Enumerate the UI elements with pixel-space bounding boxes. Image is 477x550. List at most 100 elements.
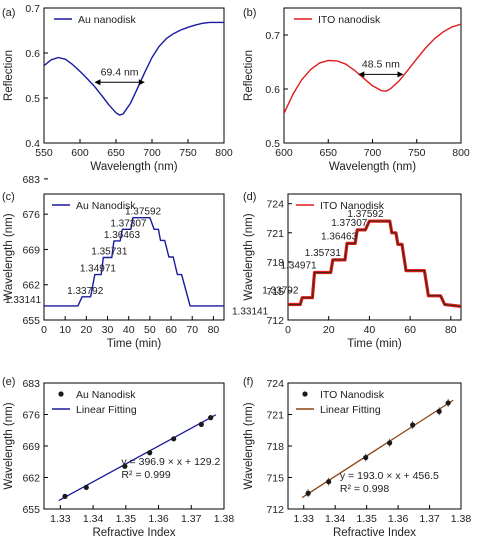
y-tick-label: 715 bbox=[266, 473, 284, 485]
y-tick-label: 715 bbox=[266, 286, 284, 298]
data-point bbox=[62, 493, 68, 499]
x-tick-label: 40 bbox=[123, 324, 135, 336]
y-tick-label: 662 bbox=[22, 473, 40, 485]
fit-r-squared: R² = 0.998 bbox=[340, 483, 389, 495]
panel-label: (f) bbox=[243, 376, 253, 388]
y-tick-label: 655 bbox=[22, 315, 40, 327]
fit-equation: y = 396.9 × x + 129.2 bbox=[121, 456, 220, 468]
plot-area bbox=[301, 398, 454, 499]
data-point bbox=[326, 479, 332, 485]
y-tick-label: 712 bbox=[266, 504, 284, 516]
y-axis-label: Wavelength (nm) bbox=[3, 402, 15, 489]
legend-label: Linear Fitting bbox=[76, 404, 137, 416]
step-label: 1.37307 bbox=[110, 218, 147, 229]
x-tick-label: 800 bbox=[452, 147, 470, 159]
y-axis-label: Wavelength (nm) bbox=[243, 402, 255, 489]
legend-label: Au nanodisk bbox=[78, 14, 137, 26]
step-label: 1.37592 bbox=[125, 207, 162, 218]
y-tick-label: 0.7 bbox=[25, 3, 40, 15]
x-axis-label: Time (min) bbox=[107, 338, 162, 350]
legend-marker bbox=[58, 391, 64, 397]
x-tick-label: 1.38 bbox=[451, 513, 472, 525]
y-axis-label: Reflection bbox=[3, 50, 15, 101]
arrow-head-right bbox=[138, 79, 145, 86]
x-tick-label: 80 bbox=[208, 324, 220, 336]
x-tick-label: 1.36 bbox=[388, 513, 409, 525]
y-tick-label: 712 bbox=[266, 315, 284, 327]
y-tick-label: 669 bbox=[22, 244, 40, 256]
data-point bbox=[387, 440, 393, 446]
plot-frame bbox=[43, 7, 225, 144]
x-tick-label: 40 bbox=[364, 324, 376, 336]
legend: Au nanodisk bbox=[54, 14, 137, 26]
panel-label: (d) bbox=[243, 191, 256, 203]
arrow-head-left bbox=[94, 79, 101, 86]
chart-panel-3: (c) 0 10 20 30 40 50 60 70 80 655 662 669 676 683 Time … bbox=[2, 174, 225, 350]
plot-area bbox=[58, 414, 217, 502]
x-axis-label: Refractive Index bbox=[92, 527, 175, 539]
data-point bbox=[363, 454, 369, 461]
legend: Au Nanodisk bbox=[52, 200, 136, 212]
chart-panel-5: (e) 1.33 1.34 1.35 1.36 1.37 1.38 655 662 669 676 6… bbox=[2, 376, 234, 539]
width-annotation: 48.5 nm bbox=[362, 58, 400, 70]
plot-area bbox=[44, 217, 224, 307]
x-tick-label: 70 bbox=[186, 324, 198, 336]
x-axis-label: Wavelength (nm) bbox=[329, 161, 416, 173]
fit-r-squared: R² = 0.999 bbox=[121, 469, 170, 481]
x-tick-label: 700 bbox=[143, 147, 161, 159]
x-tick-label: 700 bbox=[364, 147, 382, 159]
x-tick-label: 20 bbox=[81, 324, 93, 336]
x-tick-label: 30 bbox=[102, 324, 114, 336]
data-point bbox=[147, 450, 153, 456]
y-tick-label: 683 bbox=[22, 378, 40, 390]
panel-label: (b) bbox=[243, 7, 256, 19]
x-axis-label: Refractive Index bbox=[333, 527, 416, 539]
legend-marker bbox=[302, 391, 308, 397]
width-annotation: 69.4 nm bbox=[101, 66, 139, 78]
x-tick-label: 0 bbox=[285, 324, 291, 336]
x-tick-label: 1.34 bbox=[83, 513, 104, 525]
data-point bbox=[445, 400, 451, 406]
series-line bbox=[44, 21, 224, 116]
y-tick-label: 676 bbox=[22, 209, 40, 221]
panel-label: (e) bbox=[2, 376, 15, 388]
x-tick-label: 50 bbox=[144, 324, 156, 336]
x-tick-label: 1.35 bbox=[356, 513, 377, 525]
y-tick-label: 655 bbox=[22, 504, 40, 516]
data-point bbox=[208, 415, 214, 421]
fit-equation: y = 193.0 × x + 456.5 bbox=[340, 470, 439, 482]
chart-panel-4: (d) 0 20 40 60 80 712 715 718 721 724 Time (min) Wav… bbox=[232, 191, 462, 350]
x-tick-label: 1.37 bbox=[181, 513, 202, 525]
x-tick-label: 600 bbox=[71, 147, 89, 159]
arrow-head-left bbox=[358, 71, 365, 78]
y-tick-label: 0.5 bbox=[25, 93, 40, 105]
plot-frame bbox=[43, 382, 225, 510]
y-tick-label: 718 bbox=[266, 441, 284, 453]
x-tick-label: 20 bbox=[323, 324, 335, 336]
x-tick-label: 80 bbox=[445, 324, 457, 336]
step-label: 1.37592 bbox=[347, 209, 384, 220]
legend-label: ITO nanodisk bbox=[318, 14, 381, 26]
x-tick-label: 60 bbox=[165, 324, 177, 336]
y-tick-label: 724 bbox=[266, 199, 284, 211]
chart-panel-6: (f) 1.33 1.34 1.35 1.36 1.37 1.38 712 715 718 721 7… bbox=[243, 376, 471, 539]
plot-frame bbox=[43, 193, 225, 321]
series-line bbox=[44, 217, 224, 307]
x-tick-label: 650 bbox=[107, 147, 125, 159]
x-tick-label: 1.36 bbox=[148, 513, 169, 525]
x-tick-label: 600 bbox=[275, 147, 293, 159]
legend: ITO Nanodisk Linear Fitting bbox=[296, 389, 385, 416]
x-tick-label: 1.35 bbox=[116, 513, 137, 525]
y-tick-label: 0.6 bbox=[265, 84, 280, 96]
y-tick-label: 0.4 bbox=[25, 138, 40, 150]
panel-label: (c) bbox=[2, 191, 15, 203]
x-tick-label: 1.33 bbox=[50, 513, 71, 525]
arrow-head-right bbox=[397, 71, 404, 78]
y-tick-label: 683 bbox=[22, 174, 40, 186]
step-label: 1.33141 bbox=[5, 295, 42, 306]
legend-label: Linear Fitting bbox=[320, 404, 381, 416]
step-label: 1.34971 bbox=[280, 261, 317, 272]
step-label: 1.33792 bbox=[67, 286, 104, 297]
y-axis-label: Wavelength (nm) bbox=[3, 213, 15, 300]
